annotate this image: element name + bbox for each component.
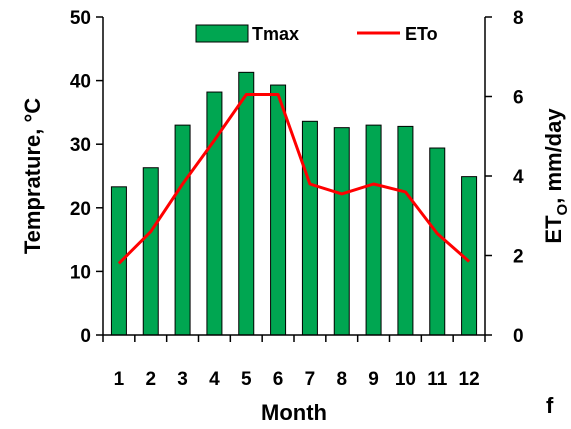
x-tick-label-11: 11: [427, 369, 448, 390]
x-tick-label-2: 2: [145, 369, 156, 390]
left-tick-label-0: 0: [80, 326, 91, 347]
bar-tmax-10: [397, 125, 414, 336]
x-tick-label-10: 10: [395, 369, 416, 390]
x-tick-label-4: 4: [209, 369, 220, 390]
legend-tmax-label: Tmax: [252, 24, 299, 44]
bar-tmax-1: [110, 186, 127, 336]
bar-tmax-4: [206, 91, 223, 336]
x-tick-label-3: 3: [177, 369, 188, 390]
x-tick-label-5: 5: [241, 369, 252, 390]
left-tick-label-20: 20: [70, 199, 91, 220]
axes-group: [102, 17, 486, 336]
left-ticks-group: 0 10 20 30 40 50: [70, 8, 103, 347]
bar-tmax-11: [429, 147, 446, 336]
right-tick-label-8: 8: [513, 8, 524, 29]
bar-tmax-9: [365, 124, 382, 336]
eto-line-group: [117, 93, 471, 265]
right-tick-label-4: 4: [513, 167, 524, 188]
x-tick-label-12: 12: [459, 369, 480, 390]
x-tick-label-8: 8: [336, 369, 347, 390]
right-axis-title: ETO, mm/day: [541, 108, 571, 244]
legend: Tmax ETo: [195, 24, 438, 44]
bar-tmax-6: [270, 84, 287, 336]
left-axis-title: Temprature, °C: [20, 98, 45, 254]
line-eto: [117, 93, 471, 265]
bar-tmax-8: [333, 127, 350, 336]
right-axis-title-subscript: O: [554, 203, 571, 215]
panel-label: f: [546, 393, 554, 418]
legend-tmax-swatch: [195, 24, 249, 43]
right-ticks-group: 0 2 4 6 8: [485, 8, 524, 347]
right-tick-label-6: 6: [513, 88, 524, 109]
bar-tmax-5: [238, 71, 255, 336]
left-tick-label-10: 10: [70, 262, 91, 283]
left-tick-label-30: 30: [70, 135, 91, 156]
bars-group: [110, 71, 478, 336]
x-axis-title: Month: [261, 400, 327, 425]
legend-eto-label: ETo: [405, 24, 438, 44]
x-tick-label-7: 7: [305, 369, 316, 390]
x-ticks-group: 1 2 3 4 5 6 7 8 9 10 11 12: [102, 335, 486, 390]
x-tick-label-1: 1: [114, 369, 125, 390]
bar-tmax-2: [142, 167, 159, 336]
left-tick-label-40: 40: [70, 72, 91, 93]
bar-tmax-3: [174, 124, 191, 336]
right-tick-label-2: 2: [513, 247, 524, 268]
left-tick-label-50: 50: [70, 8, 91, 29]
x-tick-label-9: 9: [368, 369, 379, 390]
x-tick-label-6: 6: [273, 369, 284, 390]
bar-tmax-7: [301, 120, 318, 336]
right-tick-label-0: 0: [513, 326, 524, 347]
